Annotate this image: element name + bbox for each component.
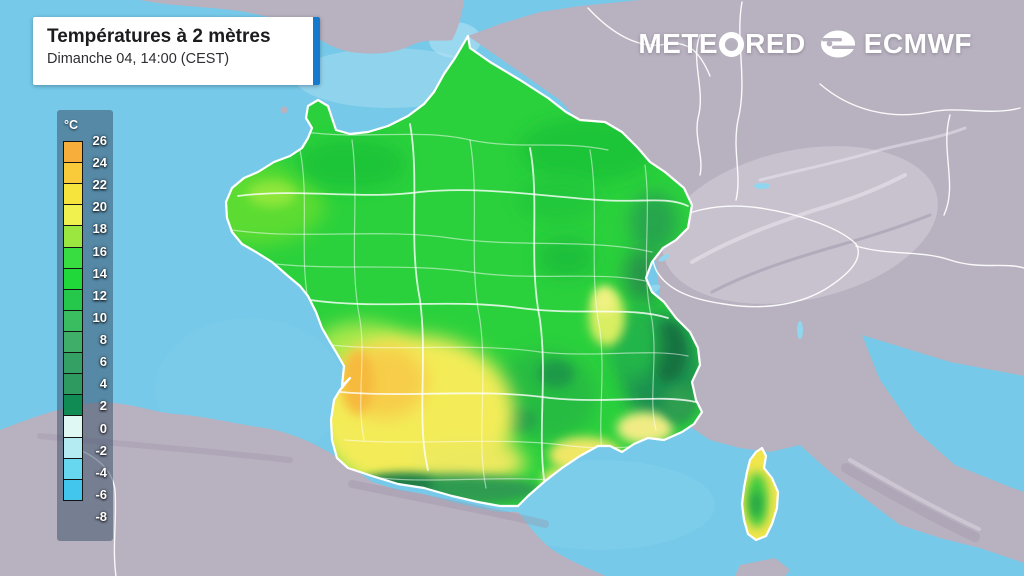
legend-tick-label: -8 — [95, 509, 107, 525]
sardinia — [735, 558, 790, 576]
temp-region-lyon-bright — [593, 286, 615, 314]
meteored-o-icon — [719, 31, 745, 57]
department-borders — [231, 123, 697, 493]
map-datetime: Dimanche 04, 14:00 (CEST) — [47, 51, 230, 67]
legend-tick-label: 14 — [92, 265, 107, 281]
ecmwf-logo: ECMWF — [820, 28, 972, 60]
legend-swatches — [63, 141, 83, 501]
temp-region-provence-pale — [617, 412, 673, 444]
legend-tick-label: -2 — [95, 442, 107, 458]
temp-region-corsica-dark — [751, 491, 761, 517]
map-title: Températures à 2 mètres — [47, 26, 271, 47]
legend-tick-label: 8 — [99, 332, 107, 348]
legend-tick-label: 10 — [92, 309, 107, 325]
legend-tick-label: 26 — [92, 133, 107, 148]
legend-tick-label: 12 — [92, 287, 107, 303]
legend-tick-label: 22 — [92, 177, 107, 193]
temp-region-toulouse-yellow — [414, 440, 526, 484]
meteored-logo: METE RED — [638, 28, 805, 60]
temp-region-vosges-dark — [630, 192, 678, 252]
spain — [0, 402, 606, 576]
temp-region-champagne-dark — [516, 176, 600, 224]
legend-tick-label: -4 — [95, 464, 107, 480]
legend-tick-label: -6 — [95, 486, 107, 502]
france-temp-blobs — [226, 117, 702, 506]
temp-region-nice-dark — [664, 386, 696, 422]
title-accent-bar — [313, 17, 320, 85]
legend-swatch — [63, 478, 83, 501]
ecmwf-text: ECMWF — [863, 28, 972, 59]
adriatic-sea — [862, 335, 1024, 492]
legend-tick-label: 4 — [99, 376, 107, 392]
legend-unit: °C — [64, 118, 79, 132]
channel-island-guernsey — [280, 106, 288, 114]
temp-region-morvan-dark — [536, 238, 596, 278]
legend-tick-label: 16 — [92, 243, 107, 259]
legend-tick-label: 0 — [99, 420, 107, 436]
legend-tick-label: 20 — [92, 199, 107, 215]
temp-region-brittany — [226, 165, 325, 245]
temperature-legend: °C 26 24 22 20 18 16 14 12 10 8 6 4 2 0 -2 -4 -6 -8 — [57, 110, 113, 541]
title-card: Températures à 2 mètres Dimanche 04, 14:… — [33, 17, 320, 85]
legend-tick-label: 2 — [99, 398, 107, 414]
meteored-text-suffix: RED — [745, 28, 806, 59]
meteored-text-prefix: METE — [638, 28, 719, 59]
legend-tick-label: 18 — [92, 221, 107, 237]
branding: METE RED ECMWF — [638, 28, 972, 60]
temp-region-landes-hot — [342, 350, 374, 414]
legend-tick-label: 24 — [92, 155, 107, 171]
temp-region-massif-dark1 — [538, 360, 574, 388]
corsica-temp-blobs — [746, 472, 768, 528]
legend-tick-label: 6 — [99, 354, 107, 370]
temp-region-normandy-dark — [297, 138, 407, 190]
ecmwf-globe-icon — [820, 30, 858, 58]
